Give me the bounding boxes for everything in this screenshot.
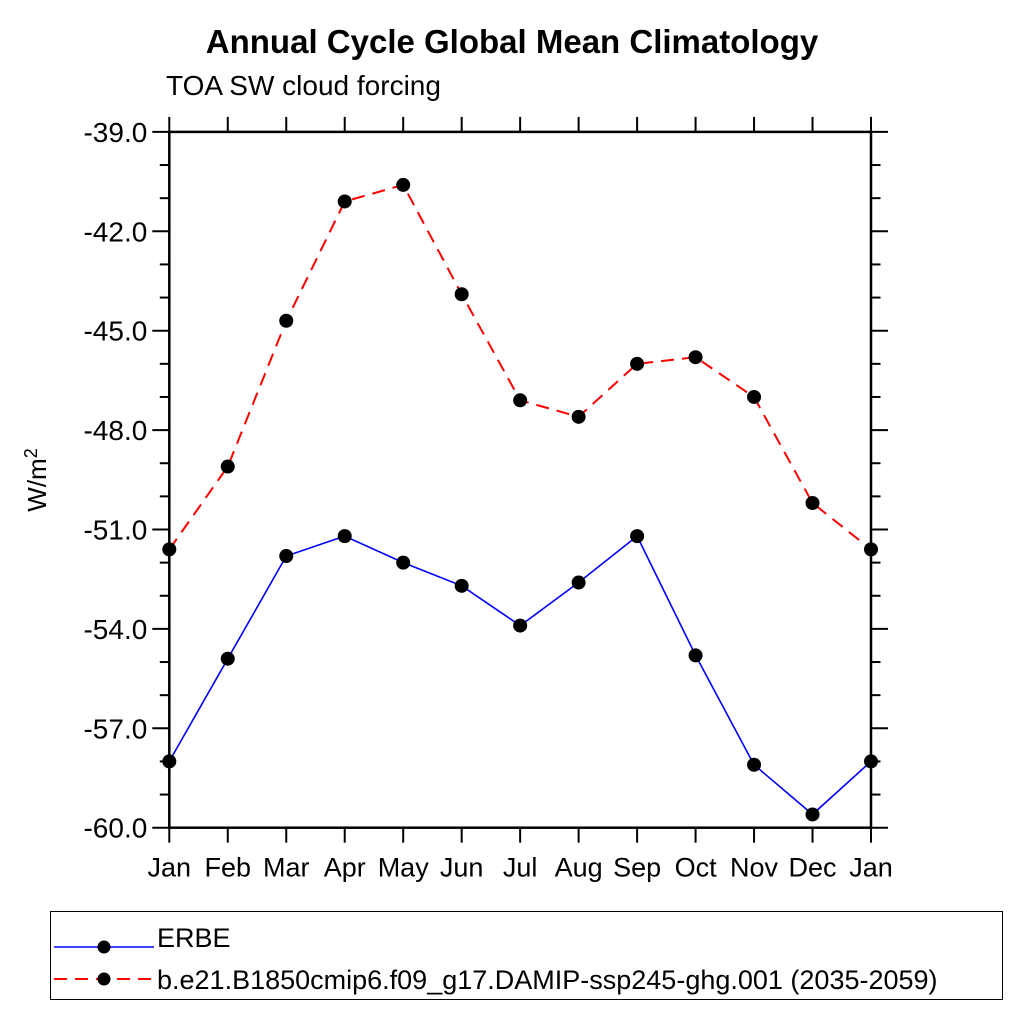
data-point-marker <box>454 578 469 593</box>
data-point-marker <box>220 651 235 666</box>
x-tick-label: Jul <box>503 853 538 883</box>
legend-label-model: b.e21.B1850cmip6.f09_g17.DAMIP-ssp245-gh… <box>157 965 938 995</box>
data-point-marker <box>571 409 586 424</box>
x-tick-label: Jan <box>849 853 893 883</box>
legend: ERBE b.e21.B1850cmip6.f09_g17.DAMIP-ssp2… <box>50 911 1003 1000</box>
y-tick-label: -51.0 <box>83 515 147 546</box>
data-point-marker <box>805 807 820 822</box>
y-axis-title: W/m2 <box>21 448 52 511</box>
data-point-marker <box>513 393 528 408</box>
x-tick-label: Mar <box>263 853 310 883</box>
series-line-dashed <box>168 183 872 551</box>
data-point-marker <box>454 287 469 302</box>
legend-label-erbe: ERBE <box>157 923 231 953</box>
x-tick-label: Apr <box>324 853 366 883</box>
data-point-marker <box>337 194 352 209</box>
legend-marker-dot <box>97 972 111 986</box>
y-tick-label: -60.0 <box>83 813 147 844</box>
chart-title: Annual Cycle Global Mean Climatology <box>205 23 819 60</box>
data-point-marker <box>805 495 820 510</box>
data-point-marker <box>396 177 411 192</box>
data-point-marker <box>162 542 177 557</box>
legend-marker-dot <box>97 940 111 954</box>
x-tick-label: Sep <box>613 853 661 883</box>
data-point-marker <box>279 313 294 328</box>
data-point-marker <box>688 648 703 663</box>
y-tick-label: -54.0 <box>83 614 147 645</box>
data-point-marker <box>747 389 762 404</box>
x-tick-label: Nov <box>730 853 779 883</box>
chart-subtitle: TOA SW cloud forcing <box>166 70 441 101</box>
x-tick-label: Oct <box>675 853 718 883</box>
data-point-marker <box>864 542 878 557</box>
data-point-marker <box>747 757 762 772</box>
x-tick-label: Feb <box>205 853 252 883</box>
data-point-marker <box>571 575 586 590</box>
data-point-marker <box>630 529 645 544</box>
data-point-marker <box>864 754 878 769</box>
y-tick-label: -39.0 <box>83 117 147 148</box>
y-tick-label: -42.0 <box>83 216 147 247</box>
x-tick-label: Dec <box>789 853 837 883</box>
data-point-marker <box>279 549 294 564</box>
series-line-solid <box>168 534 872 816</box>
plot-frame <box>168 130 873 829</box>
data-point-marker <box>396 555 411 570</box>
x-tick-label: May <box>378 853 430 883</box>
x-tick-label: Jan <box>148 853 192 883</box>
y-tick-label: -57.0 <box>83 713 147 744</box>
data-point-marker <box>513 618 528 633</box>
legend-swatch-erbe <box>54 940 154 954</box>
x-tick-label: Aug <box>555 853 603 883</box>
data-point-marker <box>220 459 235 474</box>
legend-swatch-model <box>54 972 154 986</box>
y-tick-label: -48.0 <box>83 415 147 446</box>
data-point-marker <box>630 356 645 371</box>
data-point-marker <box>337 529 352 544</box>
x-tick-label: Jun <box>440 853 484 883</box>
data-point-marker <box>162 754 177 769</box>
y-tick-label: -45.0 <box>83 316 147 347</box>
data-point-marker <box>688 350 703 365</box>
